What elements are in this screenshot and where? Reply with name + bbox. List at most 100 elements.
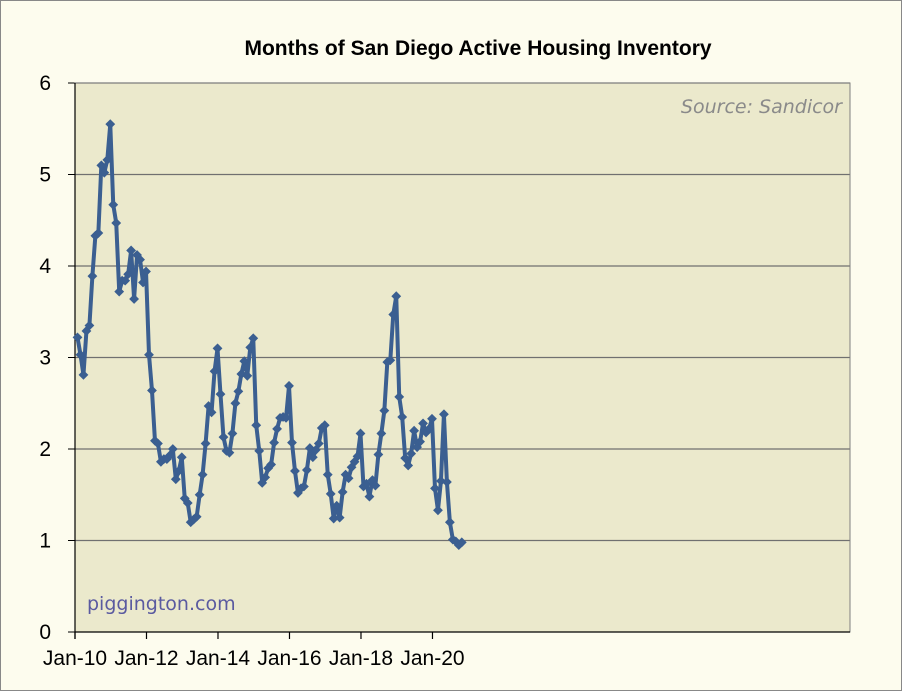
data-point-marker — [307, 452, 318, 463]
data-point-marker — [236, 369, 247, 379]
data-point-marker — [224, 447, 235, 458]
data-point-marker — [123, 269, 134, 280]
data-point-marker — [385, 355, 396, 366]
data-point-marker — [87, 271, 98, 281]
data-point-marker — [406, 448, 417, 459]
data-point-marker — [164, 450, 175, 461]
data-point-marker — [433, 505, 443, 516]
data-point-marker — [290, 466, 300, 476]
data-point-marker — [337, 487, 348, 497]
data-point-marker — [251, 420, 262, 431]
data-point-marker — [78, 369, 89, 380]
data-point-marker — [173, 466, 184, 476]
y-tick-label: 5 — [39, 164, 51, 187]
data-point-marker — [153, 438, 163, 449]
data-point-marker — [301, 465, 312, 475]
data-point-marker — [176, 452, 187, 463]
data-point-marker — [427, 413, 437, 424]
data-point-marker — [439, 409, 449, 420]
data-point-marker — [144, 349, 154, 360]
data-point-marker — [129, 294, 140, 304]
data-point-marker — [135, 254, 145, 265]
data-point-marker — [388, 309, 399, 320]
data-point-marker — [269, 437, 280, 448]
data-point-marker — [93, 228, 104, 238]
data-point-marker — [72, 332, 83, 343]
data-point-marker — [331, 500, 342, 511]
data-point-marker — [108, 199, 119, 210]
data-point-marker — [409, 425, 420, 436]
data-point-marker — [227, 428, 238, 439]
data-point-marker — [325, 488, 336, 499]
y-tick-label: 2 — [39, 438, 51, 461]
x-tick-label: Jan-14 — [186, 647, 251, 670]
data-point-marker — [84, 320, 95, 331]
x-tick-label: Jan-12 — [114, 647, 178, 670]
data-point-marker — [138, 277, 148, 288]
data-point-marker — [206, 407, 217, 418]
data-point-marker — [248, 333, 259, 344]
data-point-marker — [415, 436, 425, 447]
data-point-marker — [284, 380, 294, 391]
data-point-marker — [391, 291, 402, 302]
y-tick-label: 1 — [39, 530, 51, 553]
data-point-marker — [436, 476, 446, 486]
data-point-marker — [141, 266, 151, 277]
data-point-marker — [379, 405, 390, 416]
data-point-marker — [233, 386, 244, 397]
chart-title: Months of San Diego Active Housing Inven… — [244, 37, 711, 60]
data-point-marker — [400, 453, 411, 464]
data-point-marker — [403, 460, 414, 471]
data-point-marker — [444, 517, 455, 528]
watermark: piggington.com — [87, 593, 236, 615]
data-point-marker — [322, 469, 333, 480]
axes — [68, 82, 851, 639]
data-point-marker — [167, 444, 178, 454]
data-point-marker — [102, 154, 113, 165]
data-point-marker — [334, 512, 345, 523]
data-point-marker — [355, 428, 366, 439]
data-point-marker — [361, 478, 372, 489]
data-point-marker — [182, 498, 193, 508]
data-point-marker — [120, 275, 131, 286]
data-point-marker — [239, 356, 250, 367]
y-tick-label: 3 — [39, 347, 51, 370]
data-point-marker — [298, 481, 309, 492]
data-point-marker — [194, 489, 205, 500]
data-point-marker — [105, 119, 116, 130]
data-point-marker — [230, 398, 241, 409]
data-point-marker — [203, 401, 214, 411]
y-tick-label: 4 — [39, 255, 51, 278]
data-point-marker — [266, 459, 277, 470]
data-point-marker — [218, 432, 229, 443]
y-tick-label: 0 — [39, 621, 51, 644]
x-tick-label: Jan-16 — [257, 647, 321, 670]
data-point-marker — [200, 438, 211, 449]
data-point-marker — [370, 480, 381, 491]
x-tick-label: Jan-20 — [400, 647, 464, 670]
data-point-marker — [364, 491, 375, 502]
data-point-marker — [260, 472, 271, 483]
data-point-marker — [209, 366, 220, 377]
data-point-marker — [96, 160, 107, 171]
data-point-marker — [394, 391, 405, 402]
series-markers — [72, 119, 467, 550]
data-point-marker — [281, 412, 291, 423]
data-point-marker — [441, 477, 452, 487]
data-point-marker — [397, 412, 408, 422]
data-point-marker — [215, 389, 226, 400]
tick-labels: 0 1 2 3 4 5 6 Jan-10 Jan-12 Jan-14 Jan-16 Jan-18 Jan… — [39, 72, 464, 670]
data-point-marker — [245, 342, 256, 353]
data-point-marker — [111, 218, 122, 228]
data-point-marker — [197, 469, 208, 480]
data-point-marker — [287, 437, 297, 448]
data-point-marker — [343, 473, 354, 484]
x-tick-label: Jan-10 — [43, 647, 107, 670]
data-point-marker — [373, 449, 384, 460]
data-point-marker — [424, 423, 434, 434]
data-point-marker — [99, 167, 110, 178]
data-point-marker — [254, 445, 265, 456]
x-tick-label: Jan-18 — [329, 647, 393, 670]
